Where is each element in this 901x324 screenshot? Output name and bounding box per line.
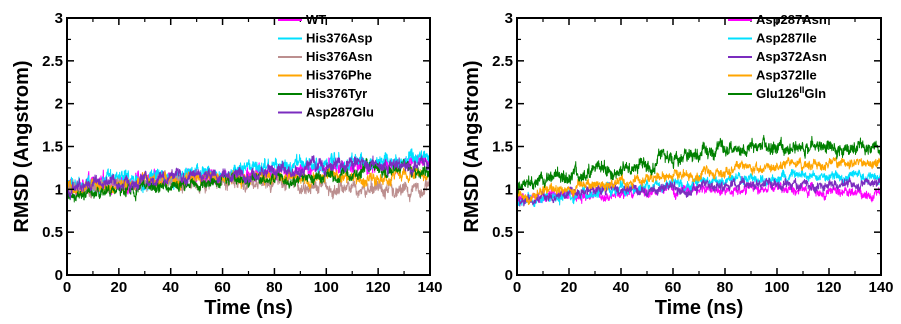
x-tick-label: 0: [63, 279, 71, 296]
legend-label: Asp287Glu: [306, 105, 374, 120]
plot-frame: [66, 17, 431, 276]
x-tick-label: 60: [665, 279, 682, 296]
x-tick-label: 40: [613, 279, 630, 296]
legend: WT His376Asp His376Asn His376Phe His376Tyr As…: [278, 12, 374, 120]
x-tick-label: 140: [868, 279, 893, 296]
series-line-asp372ile: [517, 156, 881, 206]
rmsd-chart-left: 0 20 40 60 80 100 120 140 0 0.5 1 1.5 2 2.5 3 Time (ns)…: [11, 10, 443, 319]
y-tick-label: 2: [55, 96, 63, 113]
x-tick-label: 100: [314, 279, 339, 296]
legend-label: His376Tyr: [306, 86, 367, 101]
legend-label: His376Asp: [306, 31, 373, 46]
y-tick-label: 2.5: [492, 53, 513, 70]
x-tick-label: 80: [717, 279, 734, 296]
rmsd-chart-right: 0 20 40 60 80 100 120 140 0 0.5 1 1.5 2 2.5 3 Time (ns)…: [461, 10, 894, 319]
legend: Asp287Asn Asp287Ile Asp372Asn Asp372Ile Glu1…: [728, 12, 827, 101]
y-tick-label: 1: [55, 181, 63, 198]
x-tick-label: 20: [561, 279, 578, 296]
x-tick-label: 60: [214, 279, 231, 296]
y-tick-label: 0: [505, 267, 513, 284]
y-axis-title: RMSD (Angstrom): [11, 60, 33, 232]
x-tick-label: 40: [162, 279, 179, 296]
x-tick-label: 80: [266, 279, 283, 296]
plot-area: [67, 148, 430, 203]
x-tick-label: 140: [417, 279, 442, 296]
y-tick-label: 0: [55, 267, 63, 284]
y-tick-label: 2.5: [42, 53, 63, 70]
y-tick-label: 0.5: [42, 224, 63, 241]
y-tick-label: 1.5: [42, 139, 63, 156]
y-tick-label: 1: [505, 181, 513, 198]
legend-label: Asp287Ile: [756, 31, 817, 46]
y-tick-label: 1.5: [492, 139, 513, 156]
x-tick-label: 20: [111, 279, 128, 296]
legend-label: Asp372Asn: [756, 49, 827, 64]
y-axis-title: RMSD (Angstrom): [461, 60, 483, 232]
y-tick-label: 3: [55, 10, 63, 27]
x-axis-title: Time (ns): [655, 297, 744, 319]
series-line-glu126gln: [517, 134, 881, 194]
x-tick-label: 120: [366, 279, 391, 296]
y-tick-label: 0.5: [492, 224, 513, 241]
legend-label: His376Phe: [306, 68, 372, 83]
x-axis-title: Time (ns): [204, 297, 293, 319]
x-tick-label: 0: [513, 279, 521, 296]
x-tick-label: 120: [816, 279, 841, 296]
series-line-asp287glu: [67, 155, 430, 200]
legend-label: Asp372Ile: [756, 68, 817, 83]
series-line-his376tyr: [67, 157, 430, 203]
legend-label: His376Asn: [306, 49, 373, 64]
legend-label: Glu126IIGln: [756, 85, 826, 101]
y-tick-label: 2: [505, 96, 513, 113]
plot-area: [517, 134, 881, 208]
x-tick-label: 100: [764, 279, 789, 296]
y-tick-label: 3: [505, 10, 513, 27]
legend-label: Asp287Asn: [756, 12, 827, 27]
series-line-asp372asn: [517, 175, 881, 207]
legend-label: WT: [306, 12, 326, 27]
